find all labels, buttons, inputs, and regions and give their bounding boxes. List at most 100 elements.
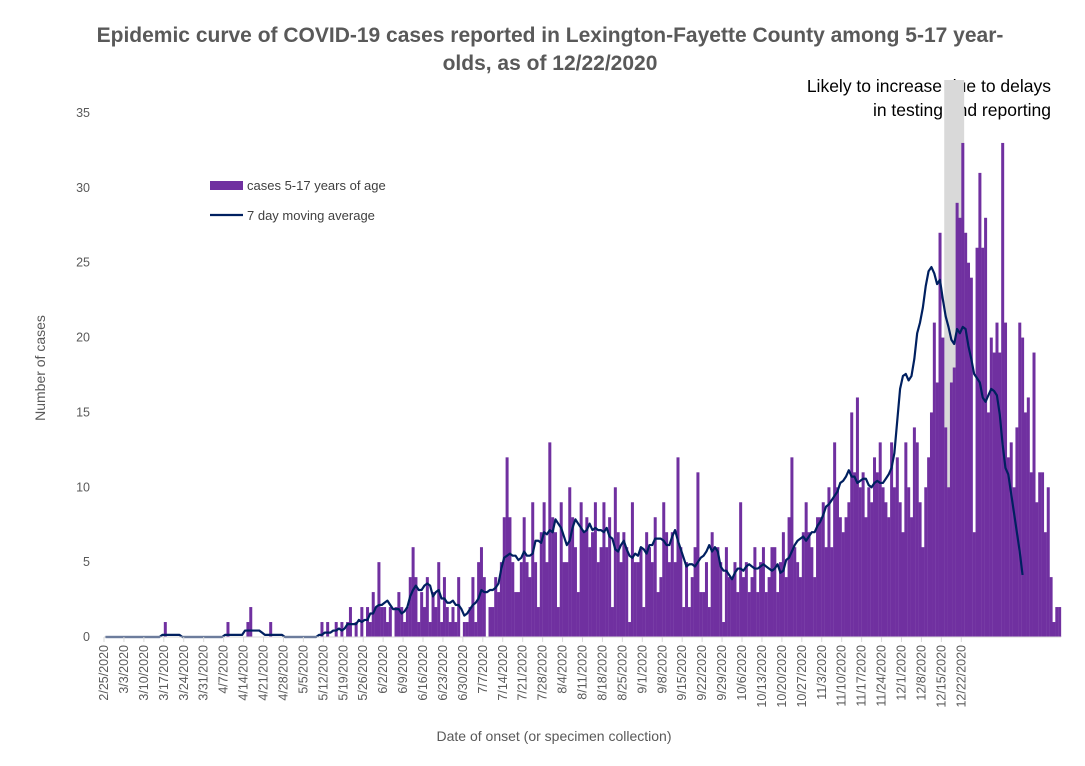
case-bar [565,562,569,637]
x-tick-label: 4/14/2020 [237,645,251,701]
case-bar [428,622,432,637]
x-tick-label: 8/11/2020 [576,645,590,700]
case-bar [425,577,429,637]
case-bar [1041,472,1045,637]
case-bar [927,457,931,637]
legend: cases 5-17 years of age 7 day moving ave… [210,178,386,223]
case-bar [1035,502,1039,637]
legend-bar-label: cases 5-17 years of age [247,178,386,193]
x-axis-ticks: 2/25/2020 3/3/2020 3/10/2020 3/17/2020 3/24/… [97,637,968,708]
case-bar [693,547,697,637]
case-bar [633,562,637,637]
case-bar [707,607,711,637]
case-bar [719,562,723,637]
case-bar [269,622,273,637]
case-bar [1004,322,1008,637]
case-bar [676,457,680,637]
case-bar [528,577,532,637]
case-bar [673,562,677,637]
case-bar [499,562,503,637]
case-bar [625,547,629,637]
case-bar [659,577,663,637]
x-tick-label: 12/15/2020 [934,645,948,708]
x-tick-label: 12/8/2020 [914,645,928,701]
case-bar [591,532,595,637]
case-bar [770,547,774,637]
case-bar [462,622,466,637]
case-bar [602,502,606,637]
x-tick-label: 7/14/2020 [496,645,510,701]
case-bar [457,577,461,637]
x-tick-label: 10/27/2020 [795,645,809,708]
case-bar [551,517,555,637]
case-bar [687,607,691,637]
case-bar [1055,607,1059,637]
case-bar [767,577,771,637]
case-bar [636,562,640,637]
case-bar [249,607,253,637]
case-bar [491,607,495,637]
case-bar [949,382,953,637]
case-bar [1001,142,1005,637]
case-bar [579,502,583,637]
case-bar [1018,322,1022,637]
x-tick-label: 8/18/2020 [595,645,609,701]
x-tick-label: 8/25/2020 [615,645,629,701]
case-bar [873,457,877,637]
case-bar [400,607,404,637]
case-bar [870,502,874,637]
case-bar [1006,457,1010,637]
x-tick-label: 5/26/2020 [356,645,370,701]
case-bar [892,487,896,637]
case-bar [773,547,777,637]
case-bar [753,547,757,637]
case-bar [465,622,469,637]
case-bar [374,607,378,637]
case-bar [599,547,603,637]
x-tick-label: 3/31/2020 [197,645,211,701]
case-bar [1032,352,1036,637]
case-bar [1029,472,1033,637]
case-bar [440,622,444,637]
case-bar [864,517,868,637]
case-bar [616,532,620,637]
x-tick-label: 10/20/2020 [775,645,789,708]
x-tick-label: 5/19/2020 [336,645,350,701]
case-bar [955,202,959,638]
x-tick-label: 12/22/2020 [954,645,968,708]
case-bar [967,262,971,637]
case-bar [630,502,634,637]
case-bar [702,592,706,637]
y-tick-label: 35 [76,106,90,120]
case-bar [904,442,908,637]
x-tick-label: 4/28/2020 [276,645,290,701]
case-bar [423,607,426,637]
x-tick-label: 9/1/2020 [635,645,649,694]
case-bar [941,337,945,637]
case-bar [901,532,905,637]
case-bar [1052,622,1056,637]
case-bar [784,577,788,637]
case-bar [821,502,825,637]
case-bar [573,547,577,637]
case-bar [798,577,802,637]
case-bar [385,622,389,637]
case-bar [995,322,999,637]
x-tick-label: 3/10/2020 [137,645,151,701]
case-bar [853,472,857,637]
case-bar [989,337,993,637]
case-bar [969,277,973,637]
case-bar [679,547,683,637]
x-tick-label: 7/7/2020 [476,645,490,694]
case-bar [713,547,717,637]
case-bar [807,532,811,637]
x-tick-label: 6/2/2020 [376,645,390,694]
case-bar [813,577,817,637]
case-bar [841,532,845,637]
case-bar [884,502,888,637]
case-bar [1012,487,1016,637]
x-tick-label: 6/9/2020 [396,645,410,694]
x-tick-label: 11/17/2020 [855,645,869,707]
case-bar [1009,442,1013,637]
